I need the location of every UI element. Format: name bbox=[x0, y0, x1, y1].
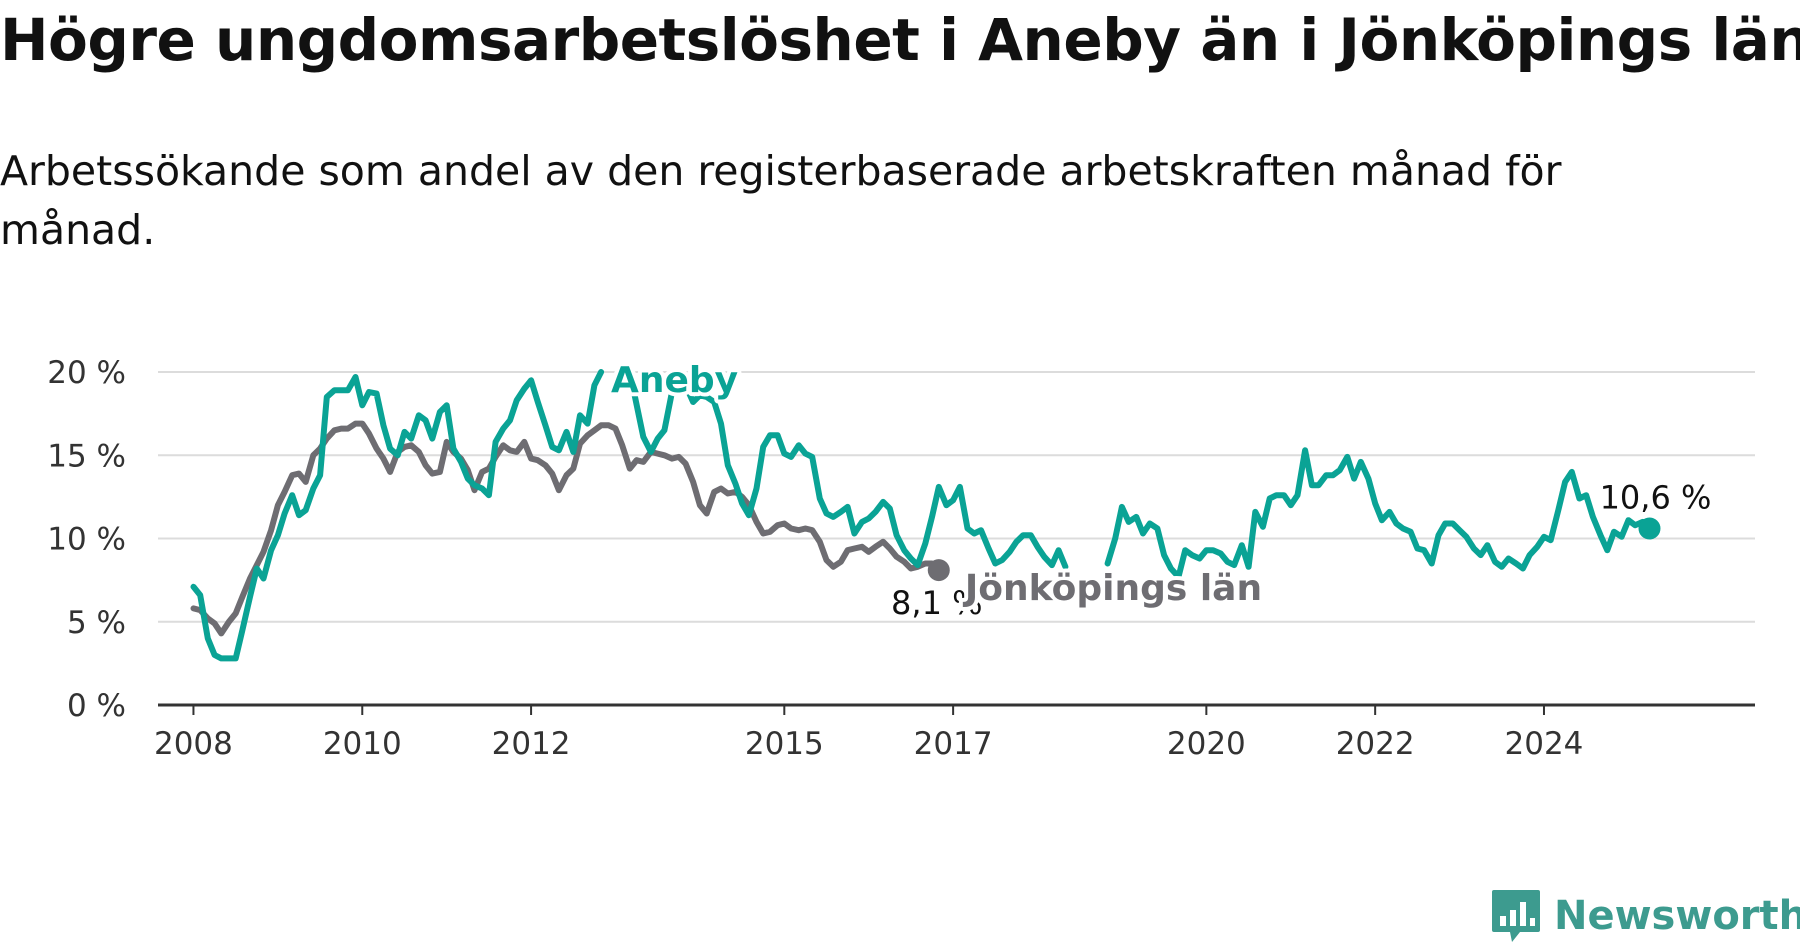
grid-lines bbox=[158, 371, 1755, 623]
x-tick-label: 2010 bbox=[323, 726, 402, 762]
y-tick-label: 0 % bbox=[67, 688, 126, 724]
y-tick-label: 20 % bbox=[47, 355, 126, 391]
brand-name: Newsworthy bbox=[1554, 893, 1800, 939]
brand-logo: Newsworthy bbox=[1490, 888, 1800, 944]
y-axis-ticks: 0 % 5 % 10 % 15 % 20 % bbox=[47, 355, 126, 724]
series-label-aneby: Aneby bbox=[611, 360, 738, 401]
series-label-jonkopings-lan: Jönköpings län bbox=[962, 568, 1262, 609]
x-tick-label: 2015 bbox=[745, 726, 824, 762]
series-line-aneby bbox=[190, 369, 1653, 662]
series-line-jonkopings-lan bbox=[190, 420, 942, 637]
x-tick-label: 2012 bbox=[492, 726, 571, 762]
end-label-jonkopings-lan: 8,1 % bbox=[891, 584, 982, 622]
end-label-aneby: 10,6 % bbox=[1600, 479, 1712, 517]
chart-title: Högre ungdomsarbetslöshet i Aneby än i J… bbox=[0, 6, 1800, 74]
y-tick-label: 15 % bbox=[47, 438, 126, 474]
chart-subtitle: Arbetssökande som andel av den registerb… bbox=[0, 147, 1562, 255]
end-point-aneby bbox=[1638, 517, 1661, 540]
x-tick-label: 2022 bbox=[1336, 726, 1415, 762]
y-tick-label: 5 % bbox=[67, 605, 126, 641]
y-tick-label: 10 % bbox=[47, 522, 126, 558]
x-tick-label: 2008 bbox=[154, 726, 233, 762]
end-point-jonkopings-lan bbox=[927, 559, 950, 582]
annotations: 10,6 % 8,1 % Aneby Jönköpings län bbox=[607, 356, 1712, 622]
x-tick-label: 2017 bbox=[914, 726, 993, 762]
x-axis: 2008 2010 2012 2015 2017 2020 2022 2024 bbox=[154, 703, 1755, 762]
series-lines bbox=[190, 369, 1661, 662]
x-tick-label: 2020 bbox=[1167, 726, 1246, 762]
newsworthy-logo-icon bbox=[1492, 890, 1540, 942]
x-tick-label: 2024 bbox=[1505, 726, 1584, 762]
